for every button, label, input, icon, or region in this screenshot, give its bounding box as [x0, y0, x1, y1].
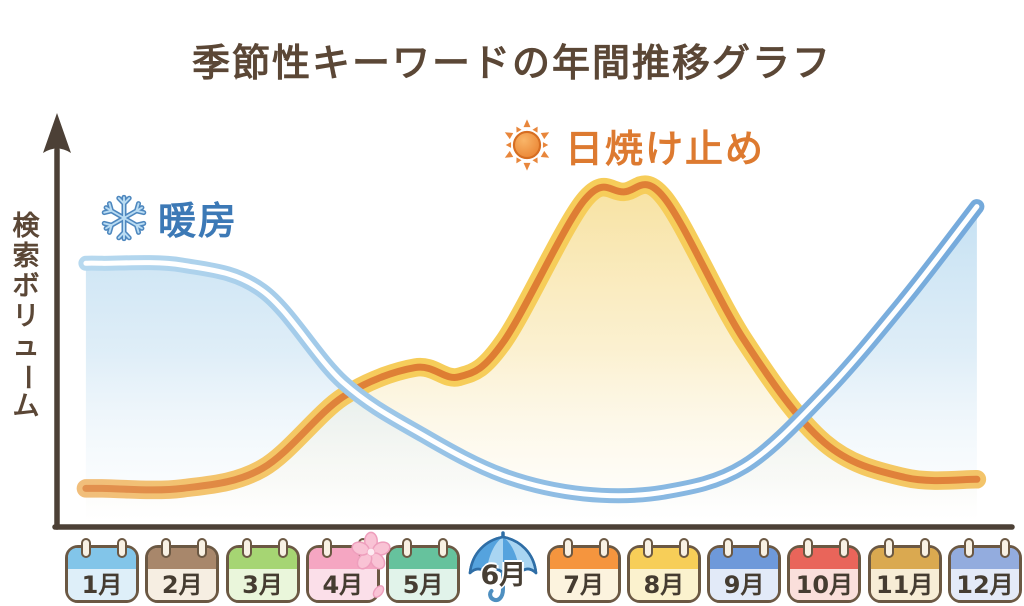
legend-heating: 暖房 — [99, 190, 238, 245]
y-axis-label: 検索ボリューム — [11, 211, 42, 422]
legend-sunscreen: 日焼け止め — [498, 116, 765, 174]
y-axis-arrow-icon — [43, 113, 71, 153]
sun-icon — [504, 119, 550, 171]
heating-series-area — [85, 206, 977, 520]
chart-title: 季節性キーワードの年間推移グラフ — [191, 41, 832, 85]
legend-sunscreen-label: 日焼け止め — [565, 126, 766, 171]
legend-heating-label: 暖房 — [158, 199, 239, 243]
axes — [43, 113, 1015, 530]
snowflake-icon — [99, 193, 149, 243]
heating-series-line-highlight — [83, 204, 980, 499]
